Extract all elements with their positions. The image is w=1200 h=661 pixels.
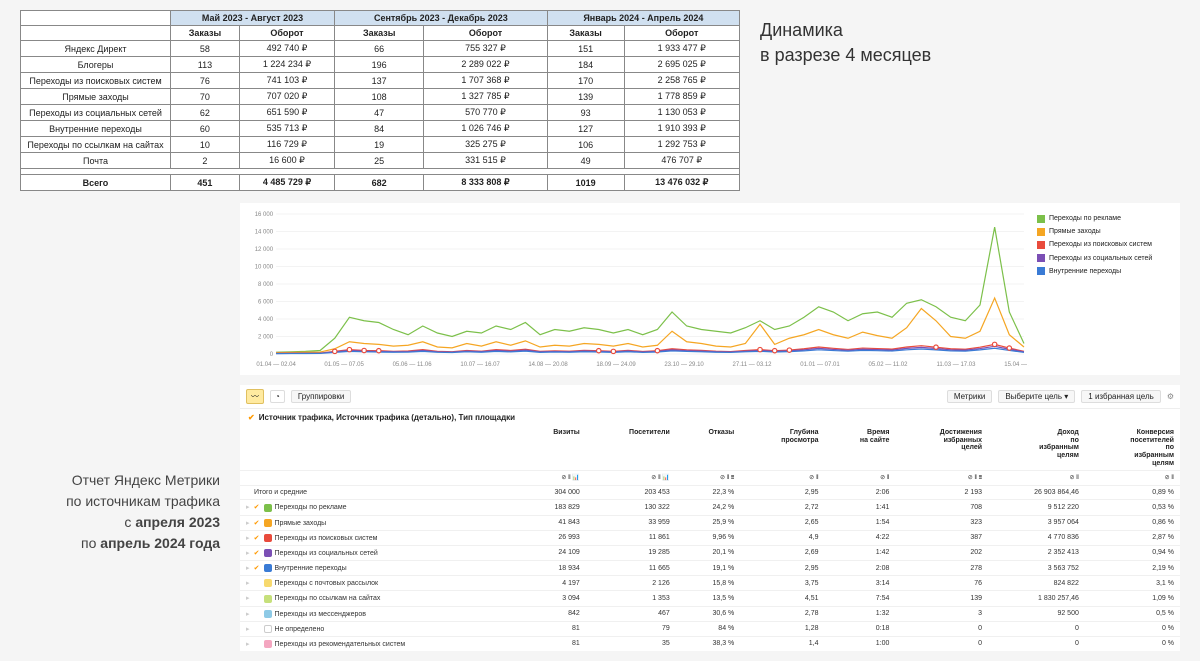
row-check-icon[interactable]: ✔ xyxy=(253,519,261,527)
table-row: Переходы из поисковых систем76741 103 ₽1… xyxy=(21,73,740,89)
table-row: Переходы из социальных сетей62651 590 ₽4… xyxy=(21,105,740,121)
table-row: Внутренние переходы60535 713 ₽841 026 74… xyxy=(21,121,740,137)
total-row: Всего4514 485 729 ₽6828 333 808 ₽101913 … xyxy=(21,175,740,191)
legend-item[interactable]: Внутренние переходы xyxy=(1037,266,1174,277)
metrics-button[interactable]: Метрики xyxy=(947,390,993,403)
table-row: Блогеры1131 224 234 ₽1962 289 022 ₽1842 … xyxy=(21,57,740,73)
column-mode-icons[interactable]: ⊘ ⦀ xyxy=(740,471,824,486)
metrika-column[interactable]: Посетители xyxy=(586,426,676,471)
column-mode-icons[interactable]: ⊘ ⦀ 📊 xyxy=(520,471,586,486)
svg-text:11.03 — 17.03: 11.03 — 17.03 xyxy=(936,362,976,368)
svg-text:6 000: 6 000 xyxy=(258,300,274,306)
metrika-row[interactable]: ▸Переходы из рекомендательных систем8135… xyxy=(240,636,1180,651)
settings-icon[interactable]: ⚙ xyxy=(1167,392,1174,401)
metrika-column[interactable]: Конверсияпосетителейпоизбраннымцелям xyxy=(1085,426,1180,471)
svg-text:0: 0 xyxy=(270,352,274,358)
metrika-row[interactable]: ▸✔Внутренние переходы18 93411 66519,1 %2… xyxy=(240,561,1180,576)
metrika-column[interactable]: Доходпоизбраннымцелям xyxy=(988,426,1085,471)
row-check-icon[interactable]: ✔ xyxy=(253,564,261,572)
side-title: Динамика в разрезе 4 месяцев xyxy=(760,10,931,191)
svg-text:14 000: 14 000 xyxy=(255,230,274,236)
svg-text:16 000: 16 000 xyxy=(255,212,274,218)
sub-header: Оборот xyxy=(239,26,334,41)
svg-text:18.09 — 24.09: 18.09 — 24.09 xyxy=(596,362,636,368)
summary-table: Май 2023 - Август 2023 Сентябрь 2023 - Д… xyxy=(20,10,740,191)
check-icon[interactable]: ✔ xyxy=(248,413,255,422)
table-row: Прямые заходы70707 020 ₽1081 327 785 ₽13… xyxy=(21,89,740,105)
metrika-row[interactable]: ▸Не определено817984 %1,280:18000 % xyxy=(240,621,1180,636)
metrika-row[interactable]: ▸✔Переходы по рекламе183 829130 32224,2 … xyxy=(240,500,1180,515)
sub-header: Заказы xyxy=(547,26,624,41)
metrika-row[interactable]: ▸Переходы по ссылкам на сайтах3 0941 353… xyxy=(240,591,1180,606)
sub-header: Заказы xyxy=(171,26,240,41)
legend-item[interactable]: Переходы из поисковых систем xyxy=(1037,239,1174,250)
chart-legend: Переходы по рекламе Прямые заходы Переходы… xyxy=(1029,209,1174,369)
metrika-row[interactable]: ▸✔Прямые заходы41 84333 95925,9 %2,651:5… xyxy=(240,515,1180,530)
svg-text:10.07 — 16.07: 10.07 — 16.07 xyxy=(460,362,500,368)
column-mode-icons[interactable]: ⊘ ⦀ xyxy=(825,471,896,486)
sub-header: Оборот xyxy=(624,26,740,41)
table-row: Почта216 600 ₽25331 515 ₽49476 707 ₽ xyxy=(21,153,740,169)
metrika-column[interactable]: Достиженияизбранныхцелей xyxy=(895,426,988,471)
metrika-row[interactable]: ▸Переходы из мессенджеров84246730,6 %2,7… xyxy=(240,606,1180,621)
column-mode-icons[interactable] xyxy=(240,471,520,486)
svg-text:2 000: 2 000 xyxy=(258,335,274,341)
metrika-column[interactable] xyxy=(240,426,520,471)
column-mode-icons[interactable]: ⊘ ⦀ xyxy=(988,471,1085,486)
metrika-report: 〰 ◔ Группировки Метрики Выберите цель ▾ … xyxy=(240,385,1180,651)
metrika-subtitle: Источник трафика, Источник трафика (дета… xyxy=(259,413,515,422)
sub-header: Заказы xyxy=(335,26,424,41)
svg-text:8 000: 8 000 xyxy=(258,282,274,288)
metrika-column[interactable]: Глубинапросмотра xyxy=(740,426,824,471)
svg-text:05.06 — 11.06: 05.06 — 11.06 xyxy=(393,362,433,368)
svg-text:01.04 — 02.04: 01.04 — 02.04 xyxy=(256,362,296,368)
svg-text:14.08 — 20.08: 14.08 — 20.08 xyxy=(528,362,568,368)
traffic-chart: 0 2 000 4 000 6 000 8 000 10 000 12 000 14 000 1… xyxy=(240,203,1180,375)
legend-item[interactable]: Переходы из социальных сетей xyxy=(1037,253,1174,264)
svg-text:4 000: 4 000 xyxy=(258,317,274,323)
period-header-3: Январь 2024 - Апрель 2024 xyxy=(547,11,739,26)
row-check-icon[interactable]: ✔ xyxy=(253,549,261,557)
metrika-column[interactable]: Времяна сайте xyxy=(825,426,896,471)
fav-goal-button[interactable]: 1 избранная цель xyxy=(1081,390,1161,403)
metrika-column[interactable]: Отказы xyxy=(676,426,741,471)
column-mode-icons[interactable]: ⊘ ⦀ ⩩ xyxy=(895,471,988,486)
legend-item[interactable]: Прямые заходы xyxy=(1037,226,1174,237)
row-check-icon[interactable]: ✔ xyxy=(253,534,261,542)
svg-text:10 000: 10 000 xyxy=(255,265,274,271)
period-header-1: Май 2023 - Август 2023 xyxy=(171,11,335,26)
legend-item[interactable]: Переходы по рекламе xyxy=(1037,213,1174,224)
select-goal-button[interactable]: Выберите цель ▾ xyxy=(998,390,1075,403)
metrika-row[interactable]: ▸✔Переходы из поисковых систем26 99311 8… xyxy=(240,530,1180,545)
table-row: Яндекс Директ58492 740 ₽66755 327 ₽1511 … xyxy=(21,41,740,57)
column-mode-icons[interactable]: ⊘ ⦀ xyxy=(1085,471,1180,486)
column-mode-icons[interactable]: ⊘ ⦀ 📊 xyxy=(586,471,676,486)
report-caption: Отчет Яндекс Метрики по источникам трафи… xyxy=(25,470,220,554)
line-chart-icon[interactable]: 〰 xyxy=(246,389,264,404)
svg-text:12 000: 12 000 xyxy=(255,247,274,253)
period-header-2: Сентябрь 2023 - Декабрь 2023 xyxy=(335,11,548,26)
svg-text:01.05 — 07.05: 01.05 — 07.05 xyxy=(324,362,364,368)
column-mode-icons[interactable]: ⊘ ⦀ ⩩ xyxy=(676,471,741,486)
metrika-row[interactable]: ▸✔Переходы из социальных сетей24 10919 2… xyxy=(240,545,1180,560)
metrika-row[interactable]: Итого и средние304 000203 45322,3 %2,952… xyxy=(240,486,1180,500)
metrika-row[interactable]: ▸Переходы с почтовых рассылок4 1972 1261… xyxy=(240,576,1180,591)
table-row: Переходы по ссылкам на сайтах10116 729 ₽… xyxy=(21,137,740,153)
sub-header: Оборот xyxy=(424,26,547,41)
svg-text:01.01 — 07.01: 01.01 — 07.01 xyxy=(800,362,840,368)
svg-text:23.10 — 29.10: 23.10 — 29.10 xyxy=(664,362,704,368)
metrika-column[interactable]: Визиты xyxy=(520,426,586,471)
pie-chart-icon[interactable]: ◔ xyxy=(270,390,285,403)
row-check-icon[interactable]: ✔ xyxy=(253,503,261,511)
svg-text:15.04 — 21.04: 15.04 — 21.04 xyxy=(1004,362,1029,368)
grouping-button[interactable]: Группировки xyxy=(291,390,352,403)
svg-text:27.11 — 03.12: 27.11 — 03.12 xyxy=(733,362,773,368)
svg-text:05.02 — 11.02: 05.02 — 11.02 xyxy=(869,362,909,368)
